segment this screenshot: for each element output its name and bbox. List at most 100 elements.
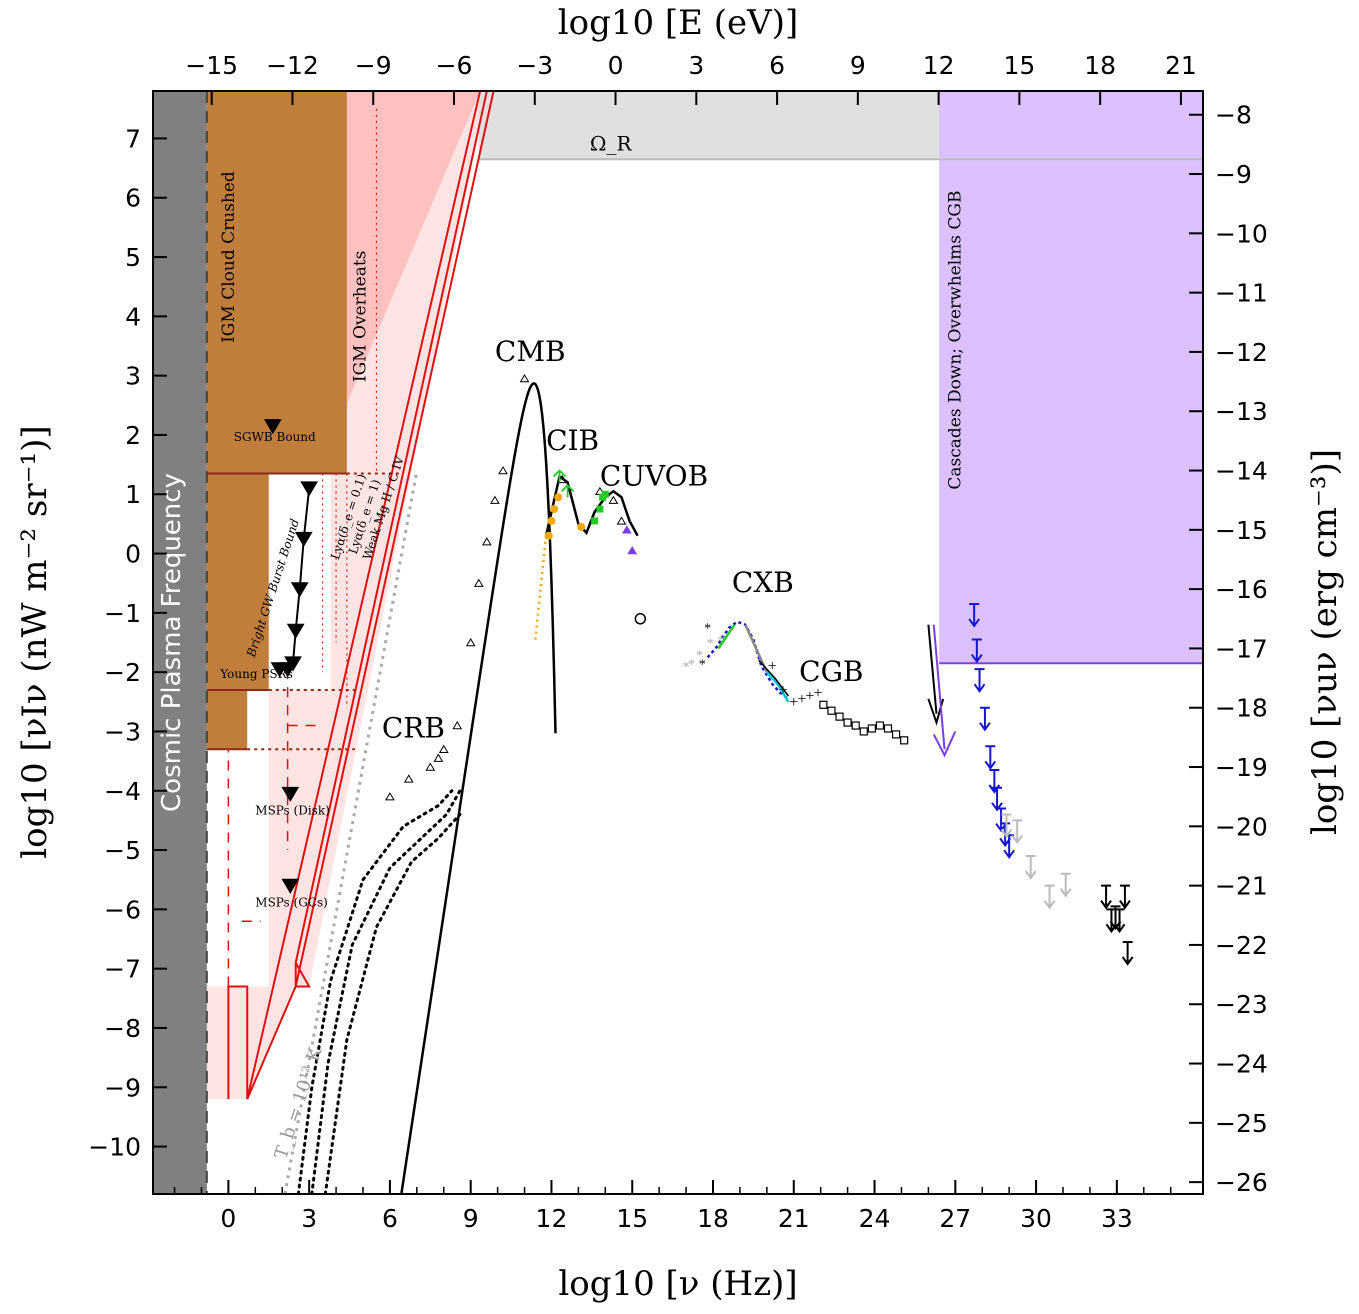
y-tick-label-14: 4 [125, 302, 141, 331]
point-3-1 [627, 545, 638, 555]
x-tick-label-3: 9 [463, 1204, 479, 1233]
y2-tick-label-5: −21 [1215, 872, 1268, 901]
tb-line [283, 470, 419, 1194]
x2-axis-title: log10 [E (eV)] [558, 3, 799, 43]
point-7-1: + [797, 691, 806, 708]
y2-tick-label-11: −15 [1215, 516, 1268, 545]
x2-tick-label-11: 18 [1084, 51, 1116, 80]
y2-tick-label-9: −17 [1215, 634, 1268, 663]
upper-limit-2-5 [1121, 940, 1134, 966]
y-tick-label-4: −6 [104, 895, 141, 924]
psr-label: Young PSRs [219, 667, 293, 681]
y-tick-label-15: 5 [125, 243, 141, 272]
x-tick-label-9: 27 [939, 1204, 971, 1233]
point-6-7 [875, 721, 885, 730]
point-5-1: * [704, 622, 711, 637]
cmb-curve [400, 381, 557, 1194]
cxb-green-curve [717, 624, 736, 650]
purple-big-arrow [932, 624, 957, 758]
upper-limit-0-6 [991, 786, 1003, 812]
point-1-1 [547, 516, 556, 525]
y2-tick-label-12: −14 [1215, 457, 1268, 486]
overheats-region [317, 91, 481, 474]
x2-tick-label-1: −12 [266, 51, 319, 80]
plasma-label: Cosmic Plasma Frequency [157, 473, 187, 812]
plot-frame [152, 90, 1204, 1195]
bound-marker-4-0 [281, 878, 300, 894]
point-1-4 [577, 522, 586, 531]
point-1-0 [544, 531, 553, 540]
point-0-1 [498, 465, 508, 475]
x-tick-label-5: 15 [616, 1204, 648, 1233]
red-limit-line-2 [294, 91, 495, 987]
upper-limit-1-0 [1011, 819, 1024, 845]
cxb-black-curve [758, 659, 789, 697]
point-7-4: + [768, 658, 777, 675]
point-6-1 [827, 706, 836, 715]
x2-tick-label-0: −15 [185, 51, 238, 80]
x2-tick-label-6: 3 [688, 51, 704, 80]
upper-limit-1-1 [1024, 854, 1037, 880]
point-6-4 [851, 721, 860, 730]
y2-tick-label-4: −22 [1215, 931, 1268, 960]
x2-tick-label-3: −6 [436, 51, 473, 80]
y2-tick-label-10: −16 [1215, 575, 1268, 604]
y2-axis-title: log10 [νuν (erg cm⁻³)] [1305, 449, 1345, 835]
point-4-1: * [688, 657, 695, 672]
bound-marker-2-0 [270, 662, 289, 678]
x2-tick-label-7: 6 [769, 51, 785, 80]
bound-marker-3-0 [281, 786, 300, 802]
point-0-0 [519, 374, 530, 383]
upper-limit-0-2 [973, 668, 986, 693]
point-0-8 [433, 753, 444, 762]
upper-limit-0-4 [984, 745, 997, 770]
y2-tick-label-15: −11 [1215, 279, 1268, 308]
cascade-region [939, 91, 1203, 664]
msp_disk-label: MSPs (Disk) [255, 803, 329, 817]
y2-tick-label-1: −25 [1215, 1109, 1268, 1138]
x-tick-label-8: 24 [859, 1204, 891, 1233]
x2-tick-label-10: 15 [1003, 51, 1035, 80]
y-tick-label-12: 2 [125, 421, 141, 450]
point-0-10 [403, 774, 414, 783]
y2-tick-label-6: −20 [1215, 812, 1268, 841]
bound-marker-1-3 [286, 623, 305, 639]
y-tick-label-17: 7 [125, 124, 141, 153]
y2-tick-label-3: −23 [1215, 990, 1268, 1019]
point-0-5 [465, 637, 476, 647]
cib-lower-limit-1 [560, 484, 575, 498]
point-2-1 [596, 505, 604, 513]
point-6-6 [867, 724, 876, 733]
cgb-label: CGB [799, 655, 863, 688]
cxb-label: CXB [732, 566, 794, 599]
upper-limit-1-4 [1000, 813, 1013, 839]
x-tick-label-11: 33 [1101, 1204, 1133, 1233]
crb-dotted-2 [323, 812, 462, 1194]
x-tick-label-6: 18 [697, 1204, 729, 1233]
point-0-2 [490, 495, 500, 504]
omega-r-region [478, 91, 940, 160]
crb-label: CRB [382, 711, 445, 744]
point-4-2: * [696, 648, 703, 663]
x2-tick-label-2: −9 [355, 51, 392, 80]
point-1-3 [554, 493, 563, 502]
point-7-2: + [805, 688, 814, 705]
y2-tick-label-2: −24 [1215, 1050, 1268, 1079]
y2-tick-label-14: −12 [1215, 338, 1268, 367]
upper-limit-1-2 [1043, 884, 1056, 910]
y-tick-label-1: −9 [104, 1073, 141, 1102]
shaded-regions [153, 91, 1203, 1194]
y-tick-label-7: −3 [104, 717, 141, 746]
point-0-15 [616, 516, 627, 525]
upper-limit-0-3 [979, 706, 991, 732]
point-2-3 [601, 490, 609, 498]
msp_gc-label: MSPs (GCs) [255, 895, 328, 909]
x-tick-label-0: 0 [220, 1204, 236, 1233]
y2-tick-label-7: −19 [1215, 753, 1268, 782]
point-7-5: + [778, 682, 787, 699]
point-6-9 [891, 730, 901, 739]
y-tick-label-11: 1 [125, 480, 141, 509]
y2-tick-label-13: −13 [1215, 397, 1268, 426]
cib-label: CIB [546, 424, 599, 457]
point-2-0 [591, 517, 599, 525]
